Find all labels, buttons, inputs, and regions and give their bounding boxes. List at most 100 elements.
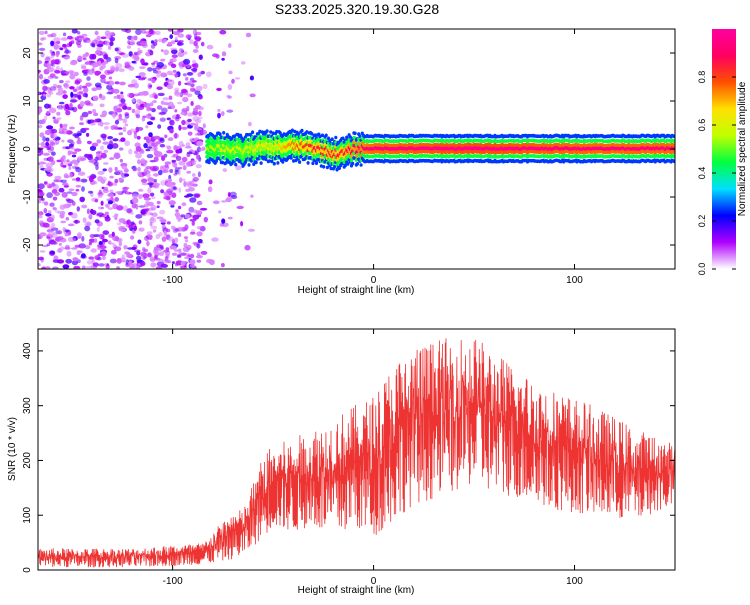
noise-speckle xyxy=(94,181,98,185)
noise-speckle xyxy=(84,61,90,65)
noise-speckle xyxy=(183,58,191,65)
noise-speckle xyxy=(181,108,188,113)
ridge-cell xyxy=(234,162,238,167)
noise-speckle xyxy=(97,170,105,175)
noise-speckle xyxy=(76,206,81,212)
ridge-cell xyxy=(259,161,263,165)
noise-speckle xyxy=(62,165,67,168)
noise-speckle xyxy=(100,36,107,40)
noise-speckle xyxy=(151,196,156,200)
noise-speckle xyxy=(202,83,208,90)
noise-speckle xyxy=(102,141,110,145)
noise-speckle xyxy=(46,110,50,115)
noise-speckle xyxy=(176,114,180,117)
noise-speckle xyxy=(149,93,154,98)
noise-speckle xyxy=(54,175,62,180)
snr-x-axis-label: Height of straight line (km) xyxy=(298,585,415,596)
noise-speckle xyxy=(52,241,58,245)
noise-speckle xyxy=(145,200,150,204)
noise-speckle xyxy=(75,40,82,46)
noise-speckle xyxy=(76,232,82,238)
noise-speckle xyxy=(166,149,174,154)
noise-speckle xyxy=(120,102,127,106)
noise-speckle xyxy=(141,261,146,266)
noise-speckle xyxy=(39,220,44,226)
noise-speckle xyxy=(83,72,88,76)
ridge-cell xyxy=(355,162,360,166)
noise-speckle xyxy=(197,252,201,256)
noise-speckle xyxy=(49,91,54,95)
noise-speckle xyxy=(102,255,106,261)
noise-speckle xyxy=(182,96,189,103)
noise-speckle xyxy=(88,241,92,246)
spectrogram-ridge-layer xyxy=(205,128,675,172)
noise-speckle xyxy=(181,156,188,163)
noise-speckle xyxy=(169,128,174,134)
noise-speckle xyxy=(189,122,196,126)
noise-speckle xyxy=(54,76,59,79)
noise-speckle xyxy=(84,245,91,250)
noise-speckle xyxy=(50,214,55,220)
noise-speckle xyxy=(71,260,78,266)
noise-speckle xyxy=(70,147,75,150)
ridge-cell xyxy=(220,160,225,165)
noise-speckle xyxy=(162,97,170,101)
noise-speckle xyxy=(181,144,185,147)
noise-speckle xyxy=(116,107,123,113)
noise-speckle xyxy=(169,169,174,173)
noise-speckle xyxy=(55,40,61,45)
colorbar: 0.0 0.2 0.4 0.6 0.8 Normalized spectral ampl… xyxy=(697,29,748,275)
noise-speckle xyxy=(159,244,164,249)
noise-speckle xyxy=(139,128,143,131)
noise-speckle xyxy=(140,158,146,163)
noise-speckle xyxy=(142,247,146,252)
ridge-cell xyxy=(324,133,328,138)
noise-speckle xyxy=(163,49,169,56)
noise-speckle xyxy=(126,106,132,111)
noise-speckle xyxy=(89,145,97,151)
noise-speckle xyxy=(94,255,101,261)
noise-speckle xyxy=(189,87,196,92)
noise-speckle xyxy=(165,169,169,173)
noise-speckle xyxy=(249,75,254,81)
noise-speckle xyxy=(236,205,244,210)
noise-speckle xyxy=(150,216,155,222)
noise-speckle xyxy=(75,188,80,192)
noise-speckle xyxy=(245,32,252,38)
ridge-cell xyxy=(358,134,362,138)
y-tick-label: 200 xyxy=(22,452,33,469)
ridge-cell xyxy=(322,165,326,169)
noise-speckle xyxy=(58,101,65,105)
noise-speckle xyxy=(74,244,81,248)
noise-speckle xyxy=(38,69,42,73)
noise-speckle xyxy=(46,236,51,239)
noise-speckle xyxy=(81,204,88,209)
noise-speckle xyxy=(118,132,124,136)
ridge-cell xyxy=(311,161,315,166)
noise-speckle xyxy=(109,41,114,47)
noise-speckle xyxy=(146,240,150,247)
noise-speckle xyxy=(193,33,198,40)
noise-speckle xyxy=(99,103,105,108)
noise-speckle xyxy=(222,168,227,173)
ridge-cell xyxy=(207,160,211,165)
noise-speckle xyxy=(104,40,110,46)
noise-speckle xyxy=(47,34,54,38)
noise-speckle xyxy=(116,266,120,269)
noise-speckle xyxy=(116,258,122,264)
noise-speckle xyxy=(67,163,73,167)
noise-speckle xyxy=(109,258,117,264)
noise-speckle xyxy=(175,209,179,213)
noise-speckle xyxy=(156,105,163,110)
noise-speckle xyxy=(49,86,57,91)
noise-speckle xyxy=(48,183,56,187)
ridge-cell xyxy=(224,161,228,165)
noise-speckle xyxy=(163,230,168,237)
noise-speckle xyxy=(75,177,81,182)
noise-speckle xyxy=(147,252,152,258)
noise-speckle xyxy=(124,140,131,147)
noise-speckle xyxy=(186,72,194,76)
ridge-cell xyxy=(320,133,325,138)
noise-speckle xyxy=(82,92,88,98)
noise-speckle xyxy=(136,135,141,140)
